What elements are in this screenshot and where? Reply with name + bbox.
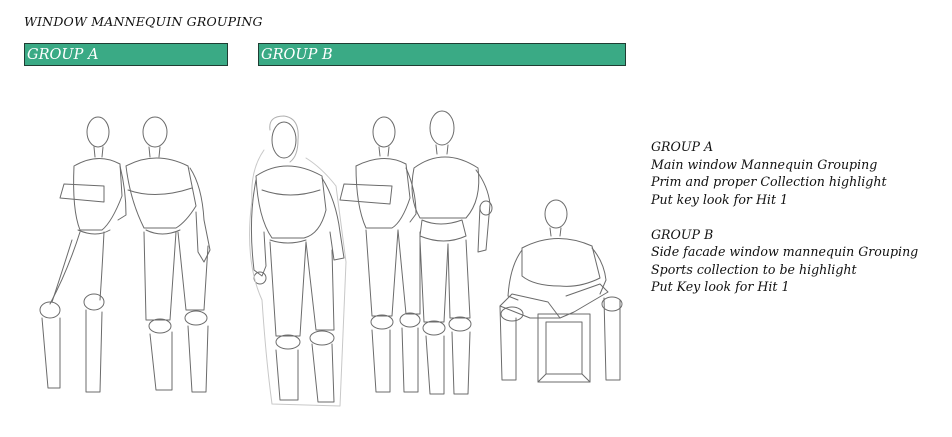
group-b-header-bar: GROUP B bbox=[258, 43, 626, 66]
group-a-notes: GROUP A Main window Mannequin Grouping P… bbox=[651, 138, 918, 208]
group-a-notes-heading: GROUP A bbox=[651, 139, 714, 154]
mannequin-group-a-2 bbox=[125, 116, 211, 393]
notes-panel: GROUP A Main window Mannequin Grouping P… bbox=[651, 138, 918, 313]
group-a-note-line: Put key look for Hit 1 bbox=[651, 191, 789, 207]
group-a-note-line: Main window Mannequin Grouping bbox=[651, 156, 878, 172]
mannequin-group-b-seated bbox=[499, 199, 623, 383]
mannequin-group-b-2 bbox=[339, 116, 421, 393]
page-title: WINDOW MANNEQUIN GROUPING bbox=[24, 14, 263, 29]
group-b-note-line: Put Key look for Hit 1 bbox=[651, 279, 790, 294]
mannequin-group-b-3 bbox=[411, 110, 493, 395]
group-b-notes: GROUP B Side facade window mannequin Gro… bbox=[651, 226, 918, 296]
mannequin-group-b-1 bbox=[249, 115, 347, 407]
group-b-header-label: GROUP B bbox=[261, 47, 333, 63]
group-a-header-bar: GROUP A bbox=[24, 43, 228, 66]
group-b-note-line: Sports collection to be highlight bbox=[651, 261, 857, 277]
mannequin-group-a-1 bbox=[39, 116, 127, 393]
group-b-note-line: Side facade window mannequin Grouping bbox=[651, 244, 919, 259]
group-a-header-label: GROUP A bbox=[27, 47, 99, 63]
group-b-notes-heading: GROUP B bbox=[651, 226, 714, 242]
group-a-note-line: Prim and proper Collection highlight bbox=[651, 174, 887, 189]
